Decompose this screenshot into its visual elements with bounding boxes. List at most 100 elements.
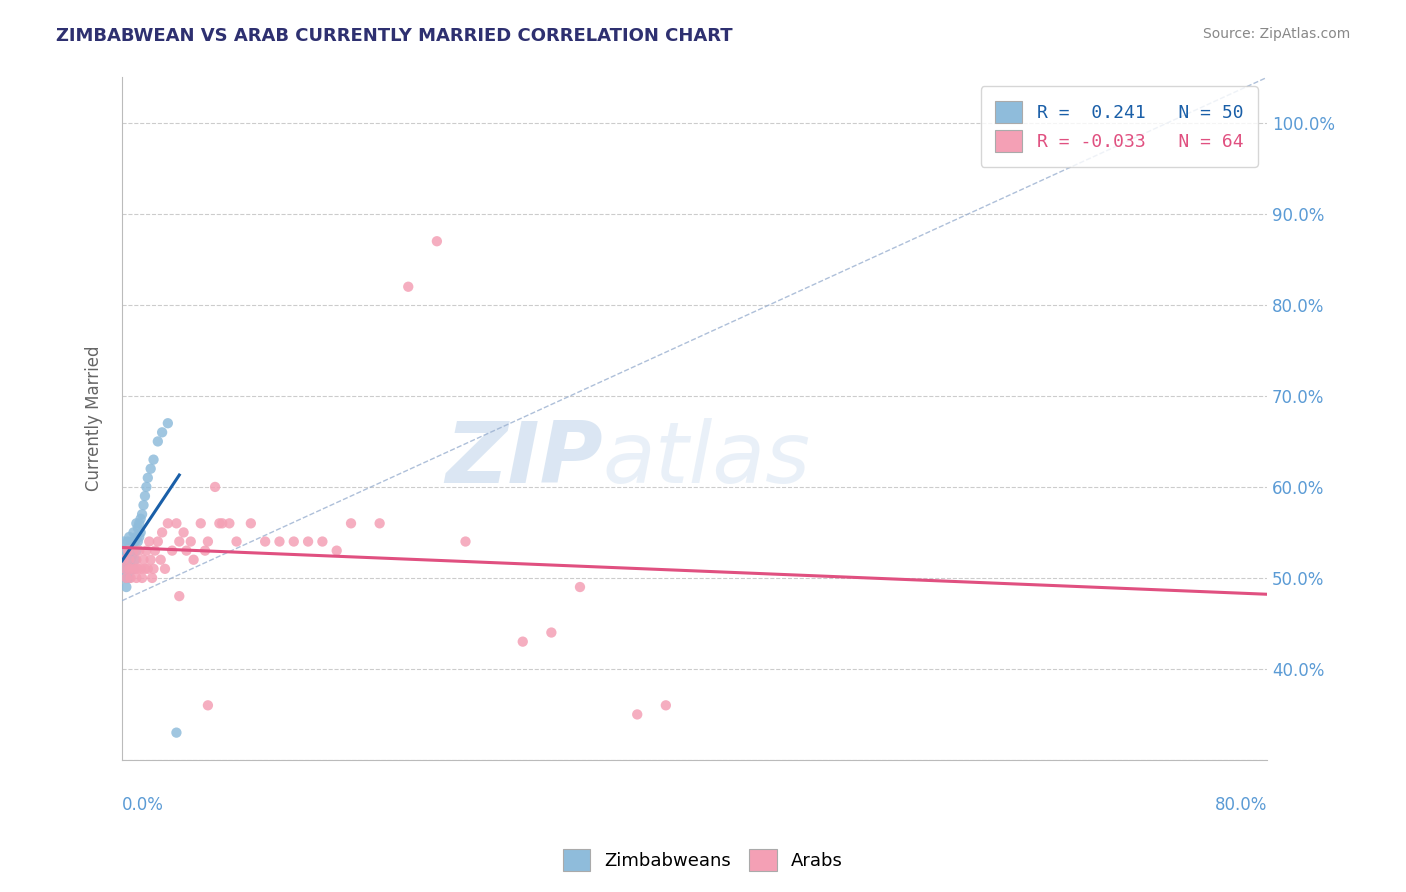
Point (120, 562, 142, 576)
Point (118, 562, 141, 576)
Point (204, 480, 226, 494)
Point (112, 562, 135, 576)
Point (118, 562, 141, 576)
Text: ZIP: ZIP (446, 418, 603, 501)
Point (269, 534, 291, 549)
Point (114, 562, 136, 576)
Point (139, 461, 162, 475)
Point (143, 543, 166, 558)
Point (135, 480, 157, 494)
Point (124, 534, 146, 549)
Point (122, 562, 145, 576)
Point (153, 562, 176, 576)
Text: ZIMBABWEAN VS ARAB CURRENTLY MARRIED CORRELATION CHART: ZIMBABWEAN VS ARAB CURRENTLY MARRIED COR… (56, 27, 733, 45)
Point (129, 562, 152, 576)
Point (396, 279, 419, 293)
Point (368, 516, 391, 531)
Point (254, 534, 277, 549)
Point (134, 489, 156, 503)
Point (139, 553, 162, 567)
Point (176, 543, 198, 558)
Point (297, 534, 319, 549)
Point (127, 534, 149, 549)
Point (129, 512, 152, 526)
Legend: R =  0.241   N = 50, R = -0.033   N = 64: R = 0.241 N = 50, R = -0.033 N = 64 (981, 87, 1258, 167)
Point (115, 562, 138, 576)
Point (311, 534, 333, 549)
Point (218, 516, 240, 531)
Point (125, 543, 148, 558)
Point (150, 425, 173, 440)
Point (115, 580, 138, 594)
Point (211, 516, 233, 531)
Point (114, 571, 136, 585)
Point (117, 534, 139, 549)
Point (120, 553, 142, 567)
Text: atlas: atlas (603, 418, 811, 501)
Point (122, 525, 145, 540)
Point (118, 553, 141, 567)
Point (208, 516, 231, 531)
Point (125, 530, 148, 544)
Point (132, 498, 155, 512)
Text: 0.0%: 0.0% (122, 797, 165, 814)
Point (197, 534, 219, 549)
Point (283, 534, 305, 549)
Point (112, 543, 135, 558)
Point (169, 534, 191, 549)
Point (165, 725, 187, 739)
Point (128, 516, 150, 531)
Point (117, 543, 139, 558)
Point (121, 548, 143, 562)
Point (239, 516, 262, 531)
Point (127, 562, 149, 576)
Point (125, 516, 148, 531)
Point (129, 525, 152, 540)
Point (121, 534, 143, 549)
Point (156, 416, 179, 430)
Point (115, 571, 138, 585)
Point (120, 571, 142, 585)
Point (112, 534, 135, 549)
Point (117, 553, 139, 567)
Legend: Zimbabweans, Arabs: Zimbabweans, Arabs (555, 842, 851, 879)
Point (118, 543, 141, 558)
Point (146, 434, 169, 449)
Point (138, 534, 160, 549)
Point (169, 589, 191, 603)
Point (121, 562, 143, 576)
Point (127, 521, 149, 535)
Point (136, 471, 159, 485)
Point (340, 516, 363, 531)
Point (540, 625, 562, 640)
Point (141, 571, 163, 585)
Point (426, 234, 449, 248)
Point (512, 634, 534, 648)
Point (115, 553, 138, 567)
Point (117, 571, 139, 585)
Point (150, 525, 173, 540)
Point (121, 562, 143, 576)
Point (156, 516, 179, 531)
Point (124, 562, 146, 576)
Point (120, 539, 142, 553)
Point (146, 534, 169, 549)
Point (122, 543, 145, 558)
Point (225, 534, 247, 549)
Point (149, 553, 172, 567)
Point (655, 698, 678, 713)
Point (122, 543, 145, 558)
Y-axis label: Currently Married: Currently Married (86, 346, 103, 491)
Point (135, 543, 157, 558)
Point (114, 543, 136, 558)
Point (131, 507, 153, 521)
Point (125, 553, 148, 567)
Point (118, 530, 141, 544)
Point (180, 534, 202, 549)
Text: 80.0%: 80.0% (1215, 797, 1267, 814)
Point (173, 525, 195, 540)
Point (142, 452, 165, 467)
Point (626, 707, 648, 722)
Text: Source: ZipAtlas.com: Source: ZipAtlas.com (1202, 27, 1350, 41)
Point (194, 543, 217, 558)
